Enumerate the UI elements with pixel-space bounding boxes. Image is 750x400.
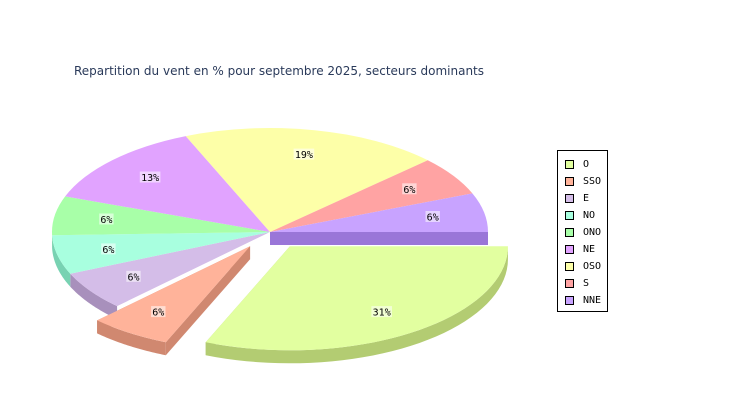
slice-label-oso: 19% xyxy=(293,148,315,161)
pie-slice-nne xyxy=(270,193,488,232)
legend-swatch xyxy=(565,279,574,288)
svg-text:6%: 6% xyxy=(100,215,112,226)
slice-label-ono: 6% xyxy=(99,213,114,226)
legend-label: NO xyxy=(583,210,596,221)
legend-label: S xyxy=(583,278,590,289)
slice-label-e: 6% xyxy=(126,270,141,283)
svg-text:6%: 6% xyxy=(427,213,439,224)
legend-swatch xyxy=(565,177,574,186)
legend-item-oso: OSO xyxy=(565,258,607,275)
legend-swatch xyxy=(565,245,574,254)
legend-label: NNE xyxy=(583,295,602,306)
svg-text:6%: 6% xyxy=(152,308,164,319)
pie-slice-sso xyxy=(97,246,251,343)
pie-slice-e xyxy=(70,232,270,307)
legend-item-ono: ONO xyxy=(565,224,607,241)
pie-slice-s xyxy=(270,160,473,232)
slice-label-o: 31% xyxy=(371,306,392,319)
legend-swatch xyxy=(565,262,574,271)
legend-label: SSO xyxy=(583,176,602,187)
slice-label-sso: 6% xyxy=(151,306,166,319)
slice-label-s: 6% xyxy=(402,183,417,196)
legend-item-s: S xyxy=(565,275,607,292)
legend-label: O xyxy=(583,159,590,170)
svg-text:31%: 31% xyxy=(373,308,391,319)
legend-item-sso: SSO xyxy=(565,173,607,190)
pie-slice-side-e xyxy=(70,273,118,320)
slice-label-nne: 6% xyxy=(425,211,440,224)
legend-swatch xyxy=(565,296,574,305)
pie-slice-ono xyxy=(52,196,270,236)
legend-label: OSO xyxy=(583,261,602,272)
pie-slice-ne xyxy=(65,136,271,232)
pie-slice-o xyxy=(205,246,508,351)
pie-slice-edge-sso xyxy=(165,246,251,356)
legend-label: NE xyxy=(583,244,596,255)
pie-slice-side-no xyxy=(52,235,71,287)
legend-item-o: O xyxy=(565,156,607,173)
chart-title: Repartition du vent en % pour septembre … xyxy=(74,64,485,78)
chart-legend: O SSO E NO ONO NE OSO S NNE xyxy=(557,150,608,312)
pie-slice-edge-nne xyxy=(270,232,488,245)
legend-item-no: NO xyxy=(565,207,607,224)
svg-text:6%: 6% xyxy=(127,272,139,283)
pie-slice-side-sso xyxy=(97,320,166,356)
legend-label: ONO xyxy=(583,227,602,238)
legend-swatch xyxy=(565,228,574,237)
slice-label-no: 6% xyxy=(101,243,116,256)
pie-slice-no xyxy=(52,232,270,274)
pie-slice-oso xyxy=(185,128,428,232)
legend-item-nne: NNE xyxy=(565,292,607,309)
legend-swatch xyxy=(565,211,574,220)
legend-swatch xyxy=(565,160,574,169)
legend-swatch xyxy=(565,194,574,203)
legend-item-e: E xyxy=(565,190,607,207)
slice-label-ne: 13% xyxy=(139,171,161,184)
svg-text:6%: 6% xyxy=(403,185,415,196)
svg-text:6%: 6% xyxy=(102,245,114,256)
svg-text:19%: 19% xyxy=(295,150,313,161)
legend-item-ne: NE xyxy=(565,241,607,258)
pie-slice-side-o xyxy=(205,246,508,364)
svg-text:13%: 13% xyxy=(141,173,159,184)
legend-label: E xyxy=(583,193,590,204)
